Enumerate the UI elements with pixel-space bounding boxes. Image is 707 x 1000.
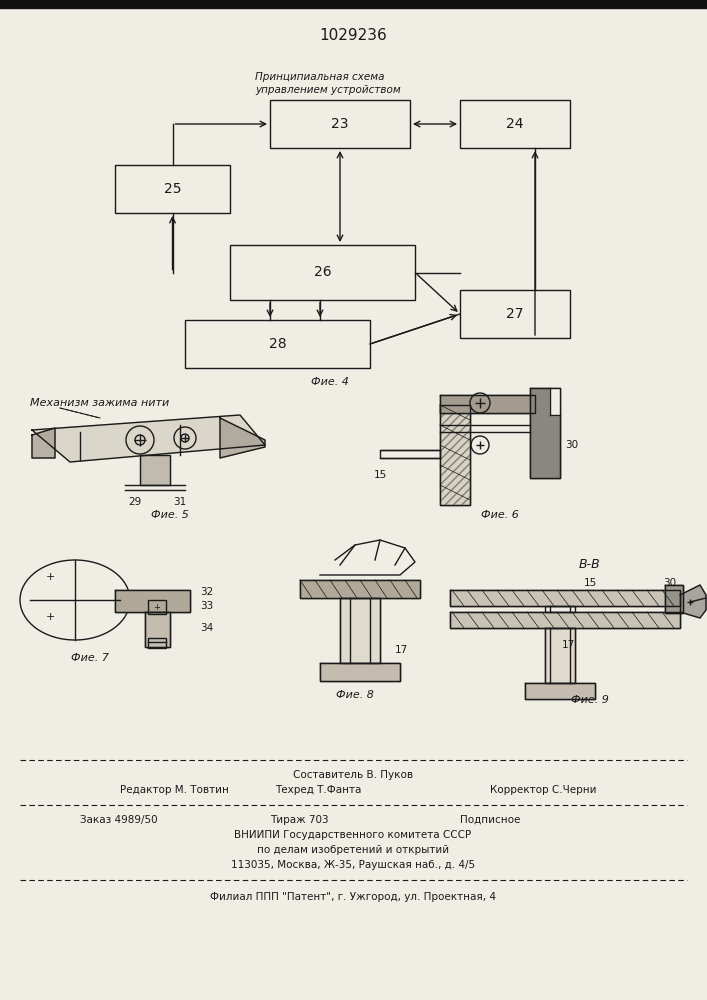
- Bar: [380, 450, 440, 458]
- Text: 29: 29: [129, 497, 141, 507]
- Polygon shape: [300, 580, 420, 598]
- Polygon shape: [32, 428, 55, 458]
- Bar: [115, 590, 190, 612]
- Polygon shape: [665, 585, 683, 613]
- Text: В-В: В-В: [579, 558, 601, 572]
- Text: Фие. 7: Фие. 7: [71, 653, 109, 663]
- Text: Тираж 703: Тираж 703: [270, 815, 329, 825]
- Text: Подписное: Подписное: [460, 815, 520, 825]
- Polygon shape: [32, 415, 265, 462]
- Polygon shape: [530, 388, 560, 478]
- Bar: [525, 683, 595, 699]
- Text: Фие. 4: Фие. 4: [311, 377, 349, 387]
- Text: Филиал ППП "Патент", г. Ужгород, ул. Проектная, 4: Филиал ППП "Патент", г. Ужгород, ул. Про…: [210, 892, 496, 902]
- Bar: [440, 395, 535, 413]
- Text: Редактор М. Товтин: Редактор М. Товтин: [120, 785, 229, 795]
- Text: 23: 23: [332, 117, 349, 131]
- Bar: [230, 245, 415, 300]
- Polygon shape: [140, 455, 170, 485]
- Text: Фие. 9: Фие. 9: [571, 695, 609, 705]
- Polygon shape: [440, 395, 535, 413]
- Bar: [530, 388, 560, 478]
- Polygon shape: [545, 628, 575, 683]
- Bar: [545, 628, 575, 683]
- Bar: [460, 290, 570, 338]
- Text: 17: 17: [395, 645, 408, 655]
- Text: по делам изобретений и открытий: по делам изобретений и открытий: [257, 845, 449, 855]
- Polygon shape: [340, 598, 380, 663]
- Bar: [0, 0, 707, 8]
- Bar: [450, 590, 680, 606]
- Bar: [460, 100, 570, 148]
- Bar: [340, 598, 380, 663]
- Text: 30: 30: [565, 440, 578, 450]
- Text: 33: 33: [200, 601, 214, 611]
- Text: Механизм зажима нити: Механизм зажима нити: [30, 398, 169, 408]
- Text: 15: 15: [373, 470, 387, 480]
- Text: Составитель В. Пуков: Составитель В. Пуков: [293, 770, 413, 780]
- Text: ВНИИПИ Государственного комитета СССР: ВНИИПИ Государственного комитета СССР: [235, 830, 472, 840]
- Text: 24: 24: [506, 117, 524, 131]
- Bar: [145, 612, 170, 647]
- Text: Корректор С.Черни: Корректор С.Черни: [490, 785, 597, 795]
- Text: 27: 27: [506, 307, 524, 321]
- Text: 25: 25: [164, 182, 181, 196]
- Text: Техред Т.Фанта: Техред Т.Фанта: [275, 785, 361, 795]
- Polygon shape: [115, 590, 190, 612]
- Text: 1029236: 1029236: [319, 27, 387, 42]
- Polygon shape: [440, 405, 470, 505]
- Bar: [545, 606, 575, 612]
- Bar: [320, 663, 400, 681]
- Text: 34: 34: [200, 623, 214, 633]
- Bar: [148, 638, 166, 648]
- Text: 17: 17: [562, 640, 575, 650]
- Polygon shape: [550, 388, 560, 415]
- Text: 26: 26: [314, 265, 332, 279]
- Text: +: +: [45, 572, 54, 582]
- Text: 31: 31: [173, 497, 187, 507]
- Text: 32: 32: [200, 587, 214, 597]
- Text: 28: 28: [269, 337, 286, 351]
- Text: 15: 15: [583, 578, 597, 588]
- Bar: [300, 580, 420, 598]
- Polygon shape: [450, 612, 680, 628]
- Bar: [148, 600, 166, 614]
- Polygon shape: [145, 612, 170, 647]
- Text: 30: 30: [663, 578, 677, 588]
- Text: +: +: [153, 602, 160, 611]
- Polygon shape: [525, 683, 595, 699]
- Polygon shape: [450, 590, 680, 606]
- Text: 113035, Москва, Ж-35, Раушская наб., д. 4/5: 113035, Москва, Ж-35, Раушская наб., д. …: [231, 860, 475, 870]
- Bar: [440, 405, 470, 505]
- Text: Фие. 5: Фие. 5: [151, 510, 189, 520]
- Bar: [270, 100, 410, 148]
- Text: Фие. 8: Фие. 8: [336, 690, 374, 700]
- Bar: [185, 320, 370, 368]
- Bar: [665, 585, 683, 613]
- Text: Принципиальная схема
управлением устройством: Принципиальная схема управлением устройс…: [255, 72, 401, 95]
- Polygon shape: [680, 585, 706, 618]
- Bar: [115, 165, 230, 213]
- Polygon shape: [220, 418, 265, 458]
- Text: +: +: [45, 612, 54, 622]
- Polygon shape: [320, 663, 400, 681]
- Bar: [450, 612, 680, 628]
- Text: Заказ 4989/50: Заказ 4989/50: [80, 815, 158, 825]
- Text: Фие. 6: Фие. 6: [481, 510, 519, 520]
